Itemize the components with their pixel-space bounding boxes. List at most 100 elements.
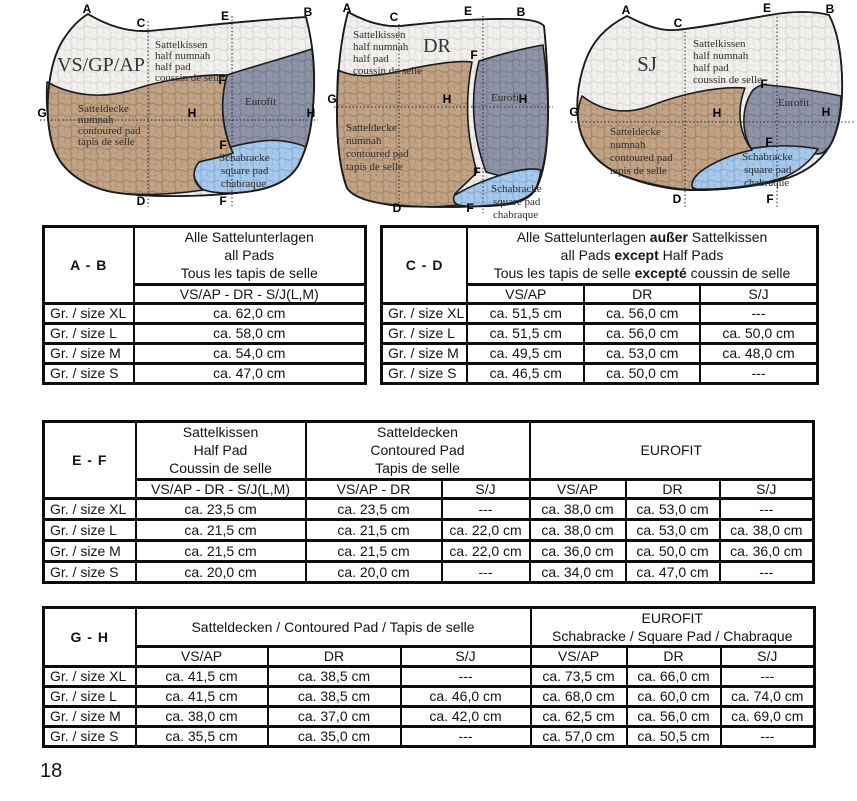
contoured-pad-label: contoured pad [346,148,409,160]
value-cell: --- [699,302,819,326]
value-cell: ca. 20,0 cm [304,560,443,585]
half-pad-label: Sattelkissen [693,38,746,50]
group-header: Sattelkissen Half Pad Coussin de selle [134,420,307,481]
group-header: Alle Sattelunterlagen all Pads Tous les … [132,225,367,286]
column-header-row: VS/AP DR S/J VS/AP DR S/J [44,645,816,668]
measure-label: C - D [380,224,469,306]
size-label: Gr. / size M [380,342,469,366]
value-cell: ca. 21,5 cm [134,539,307,564]
value-cell: ca. 41,5 cm [134,664,269,688]
point-d: D [393,201,402,215]
value-cell: ca. 22,0 cm [440,539,531,564]
group-header: Satteldecken Contoured Pad Tapis de sell… [304,420,531,481]
value-cell: --- [440,497,531,522]
value-cell: ca. 58,0 cm [132,322,367,346]
square-pad-label: square pad [493,196,541,208]
contoured-pad-label: contoured pad [610,152,673,164]
table-row: Gr. / size XL ca. 62,0 cm [42,302,367,326]
value-cell: ca. 38,5 cm [266,684,402,708]
half-pad-label: half pad [155,61,191,73]
pad-name: DR [423,35,451,57]
value-cell: --- [718,560,815,585]
size-label: Gr. / size XL [380,302,469,326]
value-cell: ca. 60,0 cm [625,684,722,708]
value-cell: ca. 22,0 cm [440,518,531,543]
size-label: Gr. / size L [380,322,469,346]
square-pad-label: square pad [221,165,269,177]
column-header: S/J [718,477,815,501]
contoured-pad-label: Satteldecke [610,126,661,138]
size-label: Gr. / size L [42,322,135,346]
value-cell: ca. 46,0 cm [399,684,532,708]
table-row: Gr. / size S ca. 46,5 cm ca. 50,0 cm --- [380,362,819,386]
header-line: Tapis de selle [375,460,460,477]
size-label: Gr. / size XL [42,497,137,522]
half-pad-label: half pad [353,53,389,65]
table-header-row: A - B Alle Sattelunterlagen all Pads Tou… [42,224,367,306]
table-row: Gr. / size XL ca. 41,5 cm ca. 38,5 cm --… [42,664,816,688]
size-label: Gr. / size S [42,724,137,748]
point-d: D [137,194,146,208]
pad-name: VS/GP/AP [57,54,145,76]
point-f: F [219,194,226,208]
value-cell: --- [719,664,816,688]
value-cell: ca. 38,0 cm [134,704,269,728]
point-c: C [674,16,683,30]
contoured-pad-label: numnah [78,114,114,126]
table-row: Gr. / size M ca. 38,0 cm ca. 37,0 cm ca.… [42,704,816,728]
point-a: A [83,2,92,16]
half-pad-label: Sattelkissen [155,39,208,51]
table-header-row: G - H Satteldecken / Contoured Pad / Tap… [42,605,816,668]
point-h: H [307,106,316,120]
value-cell: ca. 21,5 cm [134,518,307,543]
point-b: B [826,2,835,16]
point-f: F [218,73,225,87]
value-cell: ca. 41,5 cm [134,684,269,708]
value-cell: ca. 34,0 cm [528,560,627,585]
point-c: C [137,16,146,30]
table-row: Gr. / size M ca. 54,0 cm [42,342,367,366]
value-cell: ca. 23,5 cm [134,497,307,522]
point-f: F [219,138,226,152]
table-row: Gr. / size L ca. 51,5 cm ca. 56,0 cm ca.… [380,322,819,346]
value-cell: --- [399,724,532,748]
point-b: B [304,5,313,19]
value-cell: ca. 53,0 cm [583,342,702,366]
point-h: H [519,92,528,106]
column-header: VS/AP [134,645,269,668]
header-line: Alle Sattelunterlagen außer Sattelkissen [516,229,768,245]
header-line: Coussin de selle [169,460,272,477]
square-pad-label: chabraque [493,209,538,221]
value-cell: ca. 21,5 cm [304,539,443,564]
value-cell: ca. 42,0 cm [399,704,532,728]
contoured-pad-label: Satteldecke [78,103,129,115]
column-header: VS/AP - DR [304,477,443,501]
measure-label: A - B [42,224,135,306]
column-header: VS/AP - DR - S/J(L,M) [134,477,307,501]
column-header: DR [266,645,402,668]
half-pad-label: coussin de selle [353,65,422,77]
value-cell: ca. 73,5 cm [529,664,628,688]
contoured-pad-label: numnah [610,139,646,151]
column-header: DR [583,282,702,306]
value-cell: ca. 53,0 cm [624,497,721,522]
size-label: Gr. / size L [42,684,137,708]
contoured-pad-label: tapis de selle [346,161,403,173]
eurofit-region [743,83,842,155]
size-label: Gr. / size S [42,560,137,585]
table-row: Gr. / size S ca. 20,0 cm ca. 20,0 cm ---… [42,560,815,585]
point-g: G [327,92,336,106]
column-header: VS/AP [529,645,628,668]
header-line: EUROFIT [640,442,702,459]
group-header: Alle Sattelunterlagen außer Sattelkissen… [466,225,819,286]
pad-outline [46,13,316,198]
point-h: H [188,106,197,120]
group-header: Satteldecken / Contoured Pad / Tapis de … [134,605,532,649]
header-line: all Pads except Half Pads [560,247,724,264]
point-f: F [765,135,772,149]
point-g: G [569,105,578,119]
table-row: Gr. / size L ca. 21,5 cm ca. 21,5 cm ca.… [42,518,815,543]
measure-label: G - H [42,606,137,668]
header-line: Satteldecken [377,424,458,440]
size-label: Gr. / size M [42,342,135,366]
